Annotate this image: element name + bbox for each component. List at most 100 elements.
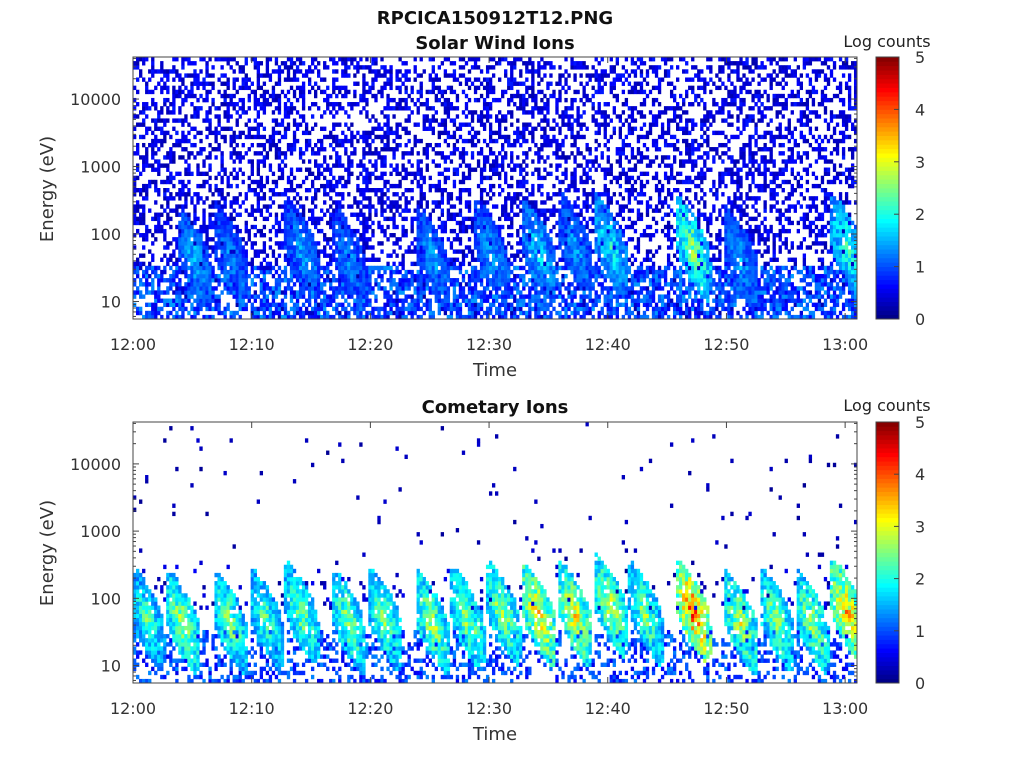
heatmap-cell: [347, 102, 351, 107]
heatmap-cell: [353, 147, 357, 152]
heatmap-cell: [265, 269, 270, 275]
heatmap-cell: [365, 241, 369, 246]
heatmap-cell: [323, 212, 327, 217]
heatmap-cell: [232, 93, 236, 99]
heatmap-cell: [193, 204, 197, 209]
heatmap-cell: [410, 188, 414, 193]
heatmap-cell: [356, 200, 360, 205]
heatmap-cell: [326, 208, 330, 213]
heatmap-cell: [510, 142, 514, 148]
heatmap-cell: [259, 298, 264, 303]
heatmap-cell: [184, 306, 188, 312]
heatmap-cell: [362, 269, 366, 275]
heatmap-cell: [458, 261, 463, 267]
heatmap-cell: [558, 192, 562, 197]
heatmap-cell: [268, 73, 273, 78]
heatmap-cell: [395, 314, 399, 320]
heatmap-cell: [307, 273, 312, 279]
heatmap-cell: [395, 269, 399, 275]
heatmap-cell: [205, 97, 209, 103]
heatmap-cell: [531, 93, 535, 99]
heatmap-cell: [479, 204, 484, 209]
heatmap-cell: [289, 188, 294, 193]
heatmap-cell: [169, 147, 173, 152]
heatmap-cell: [181, 237, 185, 242]
heatmap-cell: [226, 253, 230, 258]
heatmap-cell: [256, 142, 260, 148]
heatmap-cell: [510, 85, 514, 91]
heatmap-cell: [145, 228, 149, 234]
heatmap-cell: [561, 192, 565, 197]
heatmap-cell: [274, 130, 279, 136]
heatmap-cell: [501, 57, 505, 62]
heatmap-cell: [163, 253, 167, 258]
heatmap-cell: [531, 233, 535, 238]
heatmap-cell: [323, 126, 327, 131]
heatmap-cell: [479, 290, 484, 295]
heatmap-cell: [395, 69, 399, 74]
heatmap-cell: [304, 147, 309, 152]
heatmap-cell: [428, 89, 432, 95]
heatmap-cell: [410, 224, 414, 230]
heatmap-cell: [214, 302, 218, 308]
heatmap-cell: [440, 208, 445, 213]
heatmap-cell: [374, 61, 378, 66]
heatmap-cell: [187, 73, 191, 78]
heatmap-cell: [564, 265, 568, 271]
heatmap-cell: [434, 278, 438, 283]
heatmap-cell: [513, 192, 517, 197]
heatmap-cell: [286, 224, 291, 230]
heatmap-cell: [353, 269, 357, 275]
heatmap-cell: [271, 294, 276, 299]
heatmap-cell: [419, 257, 423, 262]
heatmap-cell: [181, 57, 185, 62]
heatmap-cell: [386, 253, 390, 258]
heatmap-cell: [368, 216, 372, 222]
heatmap-cell: [317, 273, 321, 279]
heatmap-cell: [525, 69, 529, 74]
heatmap-cell: [223, 93, 227, 99]
heatmap-cell: [564, 114, 568, 119]
heatmap-cell: [371, 204, 375, 209]
heatmap-cell: [335, 200, 339, 205]
heatmap-cell: [220, 134, 224, 140]
heatmap-cell: [549, 273, 553, 279]
heatmap-cell: [522, 61, 526, 66]
heatmap-cell: [178, 73, 182, 78]
heatmap-cell: [232, 294, 236, 299]
heatmap-cell: [277, 314, 282, 320]
heatmap-cell: [262, 286, 267, 291]
heatmap-cell: [455, 97, 460, 103]
heatmap-cell: [437, 310, 441, 316]
heatmap-cell: [365, 130, 369, 136]
heatmap-cell: [286, 77, 291, 82]
heatmap-cell: [232, 253, 236, 258]
heatmap-cell: [172, 306, 176, 312]
heatmap-cell: [329, 298, 333, 303]
heatmap-cell: [504, 196, 508, 201]
heatmap-cell: [268, 237, 273, 242]
heatmap-cell: [558, 212, 562, 217]
heatmap-cell: [202, 85, 206, 91]
heatmap-cell: [422, 122, 426, 127]
heatmap-cell: [142, 183, 146, 189]
heatmap-cell: [410, 310, 414, 316]
heatmap-cell: [187, 212, 191, 217]
heatmap-cell: [217, 171, 221, 177]
heatmap-cell: [262, 269, 267, 275]
heatmap-cell: [449, 118, 454, 123]
heatmap-cell: [528, 130, 532, 136]
heatmap-cell: [452, 286, 457, 291]
heatmap-cell: [304, 188, 309, 193]
heatmap-cell: [145, 188, 149, 193]
heatmap-cell: [501, 257, 505, 262]
heatmap-cell: [540, 142, 544, 148]
heatmap-cell: [389, 294, 393, 299]
heatmap-cell: [419, 216, 423, 222]
heatmap-cell: [419, 212, 423, 217]
heatmap-cell: [368, 290, 372, 295]
heatmap-cell: [501, 118, 505, 123]
heatmap-cell: [531, 273, 535, 279]
heatmap-cell: [498, 134, 502, 140]
heatmap-cell: [202, 118, 206, 123]
